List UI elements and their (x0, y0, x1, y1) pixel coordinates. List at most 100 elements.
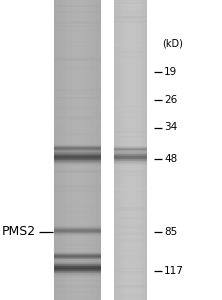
Bar (54, 57, 101, 58)
Bar (85, 0, 87, 300)
Bar (99, 0, 101, 300)
Bar (114, 272, 147, 273)
Bar (54, 121, 101, 122)
Bar (54, 232, 101, 233)
Bar (54, 107, 101, 110)
Bar (114, 56, 147, 58)
Bar (114, 103, 147, 106)
Bar (54, 233, 101, 234)
Text: (kD): (kD) (162, 38, 183, 49)
Bar (114, 264, 147, 267)
Bar (54, 260, 101, 262)
Bar (54, 253, 101, 254)
Bar (114, 195, 147, 196)
Bar (114, 156, 147, 157)
Bar (114, 285, 147, 288)
Bar (54, 234, 101, 235)
Bar (54, 274, 101, 275)
Bar (114, 0, 147, 300)
Bar (75, 0, 76, 300)
Bar (114, 226, 147, 229)
Bar (54, 274, 101, 277)
Bar (95, 0, 96, 300)
Bar (54, 52, 101, 54)
Bar (54, 228, 101, 230)
Bar (114, 152, 147, 153)
Bar (54, 271, 101, 272)
Bar (54, 280, 101, 281)
Bar (117, 0, 118, 300)
Bar (90, 0, 92, 300)
Bar (54, 156, 101, 157)
Bar (67, 0, 68, 300)
Bar (114, 194, 147, 197)
Text: 85: 85 (164, 226, 178, 237)
Bar (114, 44, 147, 46)
Bar (82, 0, 84, 300)
Bar (114, 117, 147, 118)
Bar (114, 173, 147, 176)
Bar (54, 227, 101, 228)
Bar (114, 187, 147, 189)
Bar (125, 0, 126, 300)
Bar (114, 148, 147, 149)
Bar (54, 234, 101, 236)
Bar (114, 268, 147, 270)
Bar (133, 0, 134, 300)
Bar (54, 163, 101, 164)
Bar (54, 0, 101, 300)
Bar (114, 223, 147, 226)
Bar (78, 0, 79, 300)
Bar (54, 259, 101, 260)
Bar (114, 250, 147, 251)
Bar (54, 31, 101, 34)
Bar (61, 0, 62, 300)
Bar (114, 49, 147, 50)
Bar (54, 243, 101, 246)
Bar (89, 0, 90, 300)
Bar (114, 16, 147, 19)
Bar (54, 157, 101, 158)
Bar (114, 157, 147, 158)
Bar (114, 150, 147, 151)
Bar (54, 153, 101, 154)
Bar (54, 275, 101, 276)
Bar (54, 273, 101, 274)
Bar (114, 154, 147, 155)
Bar (54, 205, 101, 207)
Bar (54, 45, 101, 46)
Bar (54, 270, 101, 271)
Text: 34: 34 (164, 122, 178, 133)
Bar (54, 251, 101, 252)
Bar (54, 119, 101, 123)
Bar (114, 3, 147, 4)
Bar (114, 31, 147, 33)
Bar (54, 252, 101, 253)
Bar (54, 278, 101, 279)
Bar (114, 50, 147, 52)
Bar (54, 256, 101, 257)
Bar (81, 0, 82, 300)
Bar (54, 134, 101, 135)
Bar (114, 284, 147, 286)
Bar (54, 6, 101, 8)
Bar (54, 135, 101, 138)
Bar (54, 162, 101, 163)
Bar (73, 0, 75, 300)
Bar (129, 0, 130, 300)
Bar (54, 294, 101, 297)
Bar (54, 117, 101, 120)
Bar (142, 0, 143, 300)
Bar (54, 211, 101, 213)
Bar (96, 0, 98, 300)
Bar (114, 159, 147, 160)
Bar (98, 0, 99, 300)
Bar (54, 29, 101, 31)
Bar (114, 155, 147, 156)
Bar (114, 9, 147, 11)
Bar (119, 0, 120, 300)
Bar (114, 0, 115, 300)
Bar (114, 52, 147, 53)
Bar (127, 0, 128, 300)
Bar (114, 231, 147, 233)
